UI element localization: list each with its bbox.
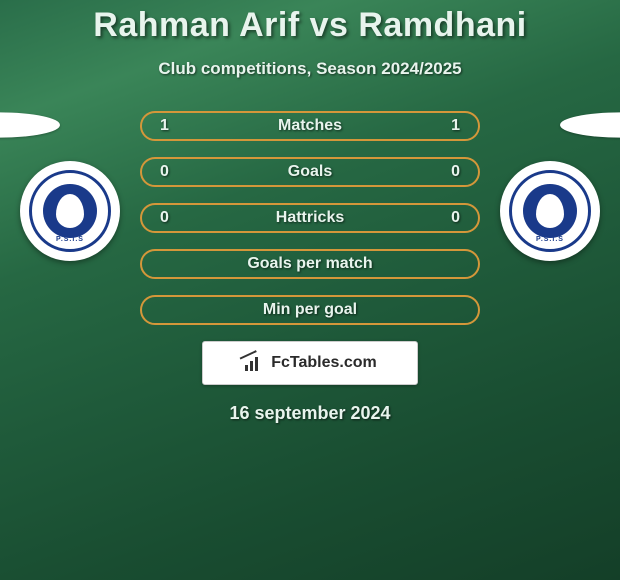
page-title: Rahman Arif vs Ramdhani: [0, 0, 620, 45]
stat-left-value: 0: [160, 163, 180, 181]
stat-label: Min per goal: [263, 301, 357, 319]
stat-row-min-per-goal: Min per goal: [140, 295, 480, 325]
stat-row-goals: 0 Goals 0: [140, 157, 480, 187]
stat-row-hattricks: 0 Hattricks 0: [140, 203, 480, 233]
stat-right-value: 1: [440, 117, 460, 135]
crest-abbr-left: P.S.I.S: [56, 236, 84, 243]
subtitle: Club competitions, Season 2024/2025: [0, 59, 620, 79]
brand-text: FcTables.com: [271, 354, 377, 372]
stat-left-value: 0: [160, 209, 180, 227]
brand-badge[interactable]: FcTables.com: [202, 341, 418, 385]
club-crest-right: P.S.I.S: [500, 161, 600, 261]
stat-label: Goals: [288, 163, 332, 181]
crest-flame-icon: [56, 194, 84, 228]
stat-label: Matches: [278, 117, 342, 135]
chart-icon: [243, 355, 265, 371]
stat-right-value: 0: [440, 209, 460, 227]
player-flag-right: [560, 112, 620, 137]
crest-flame-icon: [536, 194, 564, 228]
club-crest-left: P.S.I.S: [20, 161, 120, 261]
stat-label: Hattricks: [276, 209, 344, 227]
stat-left-value: 1: [160, 117, 180, 135]
comparison-panel: P.S.I.S P.S.I.S 1 Matches 1 0 Goals 0 0 …: [0, 111, 620, 424]
stats-list: 1 Matches 1 0 Goals 0 0 Hattricks 0 Goal…: [140, 111, 480, 325]
date-label: 16 september 2024: [0, 403, 620, 424]
stat-row-goals-per-match: Goals per match: [140, 249, 480, 279]
crest-abbr-right: P.S.I.S: [536, 236, 564, 243]
player-flag-left: [0, 112, 60, 137]
stat-right-value: 0: [440, 163, 460, 181]
stat-row-matches: 1 Matches 1: [140, 111, 480, 141]
stat-label: Goals per match: [247, 255, 372, 273]
